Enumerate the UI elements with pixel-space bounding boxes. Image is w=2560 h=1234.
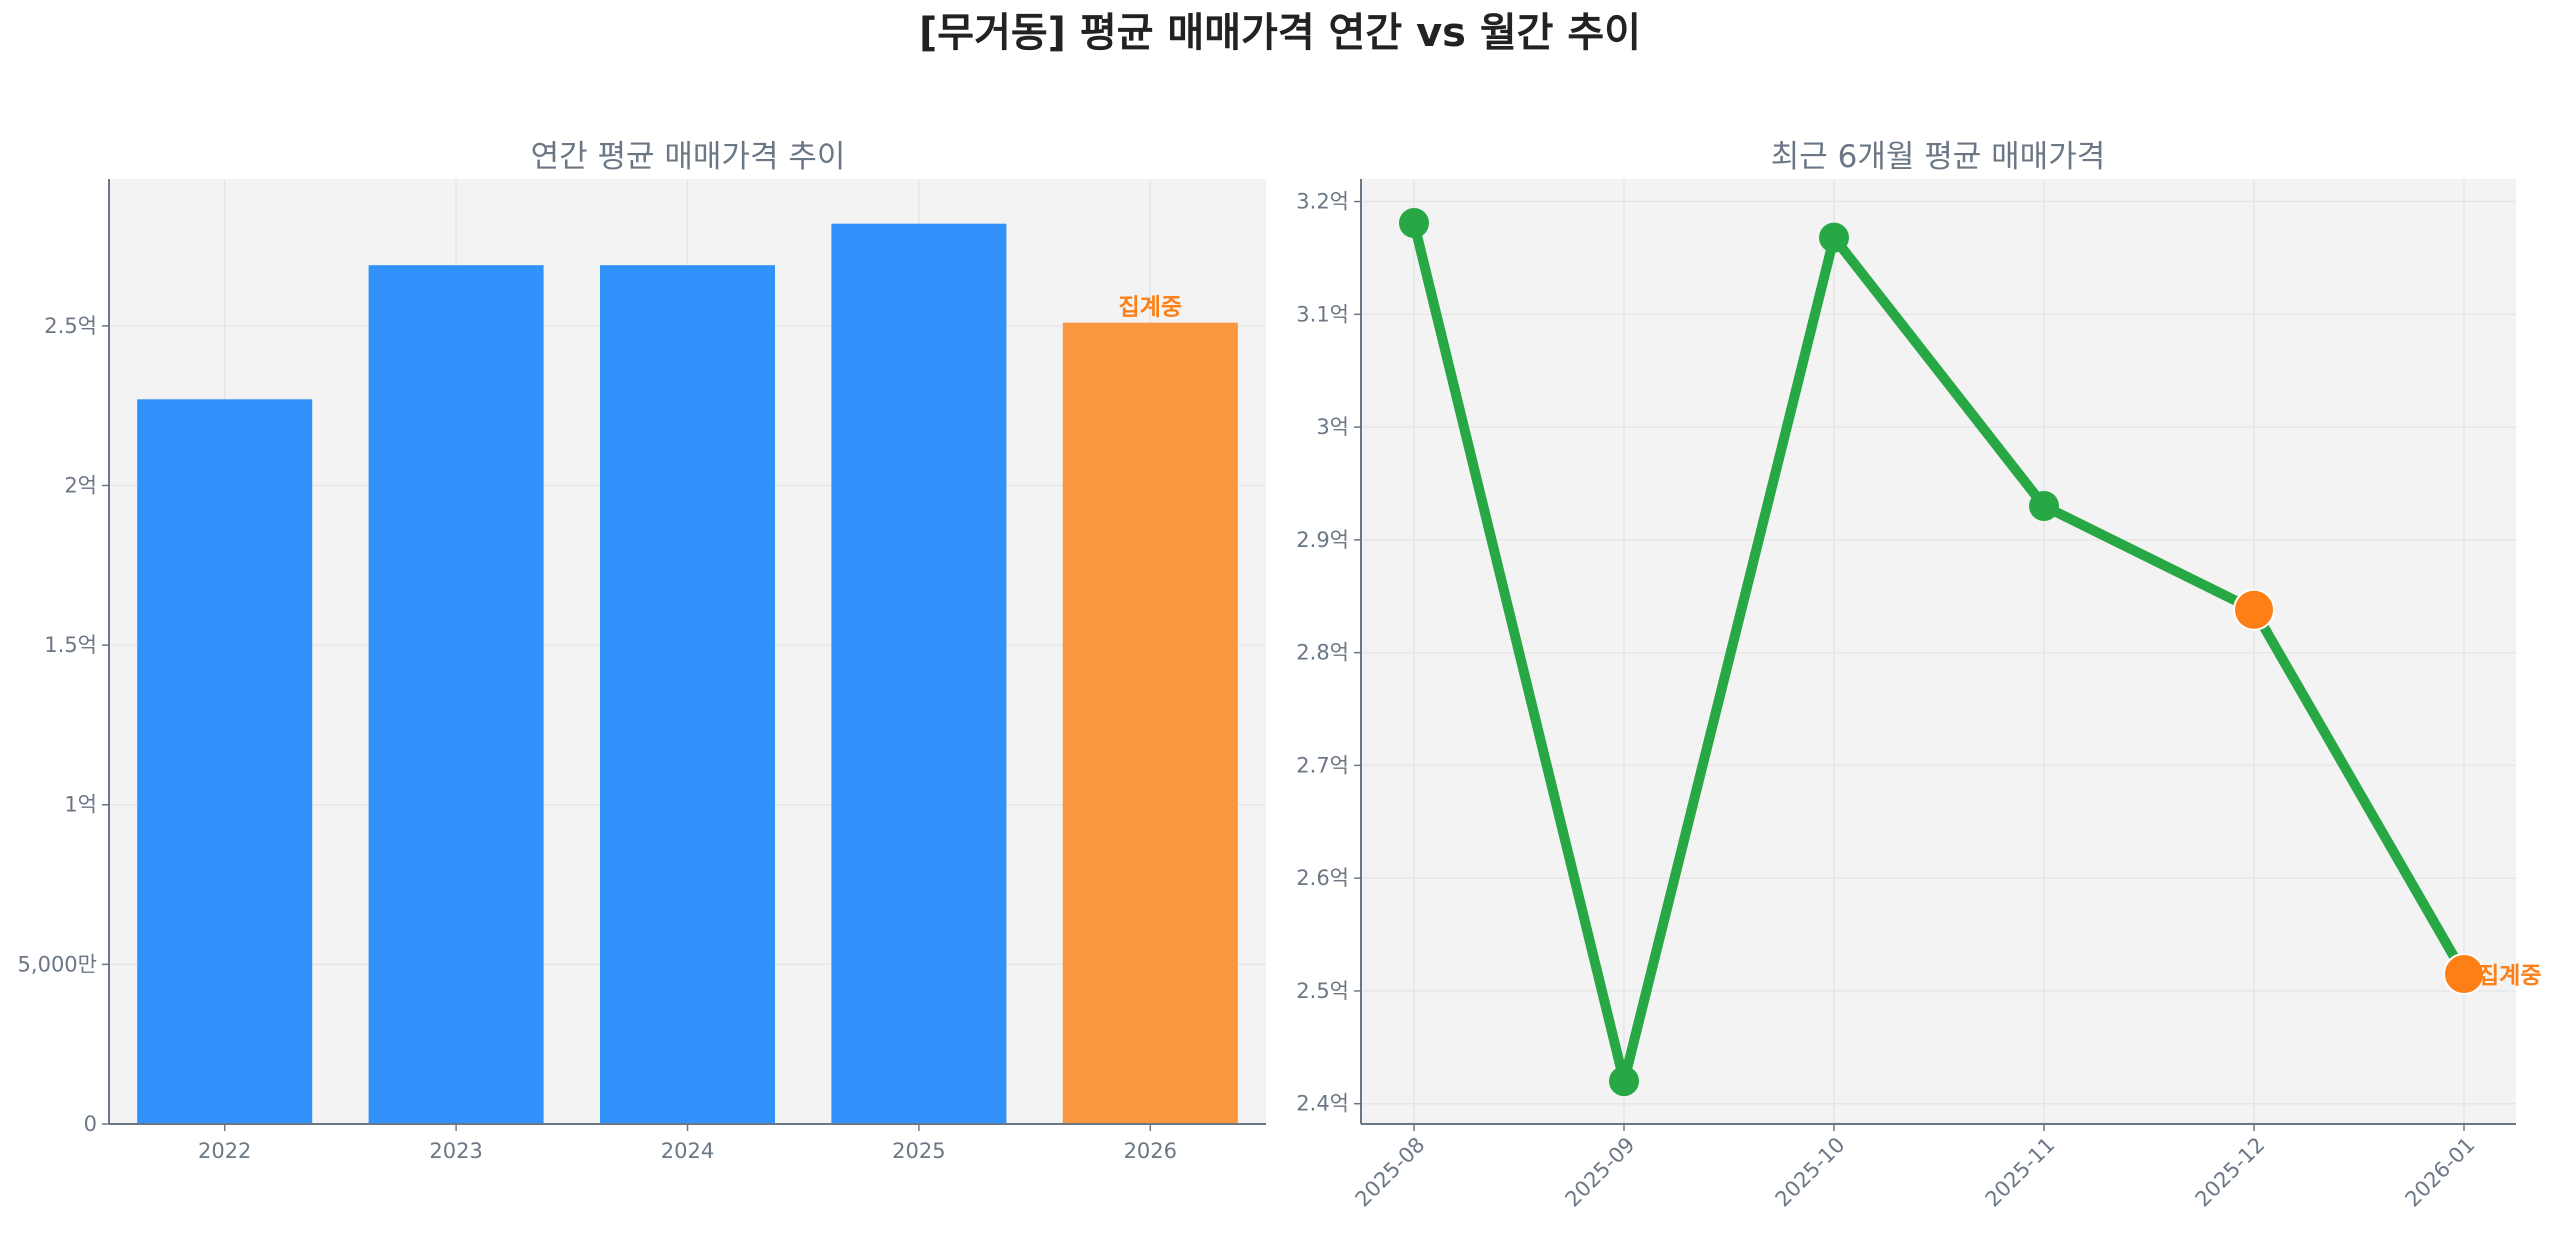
y-tick-label: 2.7억 <box>1296 753 1349 777</box>
y-tick-label: 2.9억 <box>1296 528 1349 552</box>
x-tick-label: 2025-10 <box>1771 1133 1850 1212</box>
annual-bar-chart: 연간 평균 매매가격 추이 0 5,000만 1억 1.5억 2억 2.5억 2022 202… <box>18 139 1266 1163</box>
x-tick-label: 2026-01 <box>2401 1133 2480 1212</box>
chart-title: 연간 평균 매매가격 추이 <box>531 139 846 175</box>
y-tick-label: 1억 <box>64 793 97 817</box>
y-tick-label: 2억 <box>64 473 97 497</box>
bar-2025 <box>831 223 1007 1125</box>
data-point-2025-09 <box>1609 1066 1639 1097</box>
x-tick-label: 2023 <box>429 1139 482 1163</box>
bar-2026 <box>1062 322 1238 1124</box>
y-tick-label: 3.2억 <box>1296 190 1349 214</box>
y-tick-label: 3.1억 <box>1296 302 1349 326</box>
y-tick-label: 2.8억 <box>1296 641 1349 665</box>
monthly-line-chart: 최근 6개월 평균 매매가격 2.4억 2.5억 2.6억 2.7억 2.8억 2.9억 3… <box>1296 139 2541 1212</box>
data-point-2026-01 <box>2443 953 2485 996</box>
bar-2023 <box>368 265 544 1124</box>
x-tick-label: 2022 <box>198 1139 251 1163</box>
series-line <box>1409 221 2469 1083</box>
data-point-2025-12 <box>2233 588 2275 631</box>
x-tick-label: 2025-11 <box>1981 1133 2060 1212</box>
y-tick-label: 1.5억 <box>44 633 97 657</box>
x-tick-label: 2025-09 <box>1561 1133 1640 1212</box>
y-tick-label: 3억 <box>1316 415 1349 439</box>
x-tick-label: 2026 <box>1124 1139 1177 1163</box>
y-tick-label: 2.5억 <box>1296 979 1349 1003</box>
bar-2024 <box>600 265 775 1124</box>
data-point-2025-11 <box>2029 491 2059 522</box>
data-point-2025-08 <box>1399 207 1429 238</box>
x-tick-label: 2025 <box>892 1139 945 1163</box>
y-tick-label: 2.5억 <box>44 314 97 338</box>
y-tick-label: 2.6억 <box>1296 866 1349 890</box>
x-tick-label: 2025-08 <box>1351 1133 1430 1212</box>
y-tick-label: 0 <box>84 1112 97 1136</box>
partial-annotation: 집계중 <box>1119 295 1182 321</box>
x-tick-label: 2024 <box>661 1139 714 1163</box>
x-tick-label: 2025-12 <box>2191 1133 2270 1212</box>
bar-2022 <box>137 399 313 1124</box>
y-tick-label: 2.4억 <box>1296 1092 1349 1116</box>
partial-annotation: 집계중 <box>2478 963 2541 989</box>
plot-area <box>1361 179 2516 1124</box>
data-point-2025-10 <box>1819 222 1849 253</box>
figure-title: [무거동] 평균 매매가격 연간 vs 월간 추이 <box>919 10 1641 56</box>
y-tick-label: 5,000만 <box>18 952 97 976</box>
chart-title: 최근 6개월 평균 매매가격 <box>1771 139 2105 175</box>
